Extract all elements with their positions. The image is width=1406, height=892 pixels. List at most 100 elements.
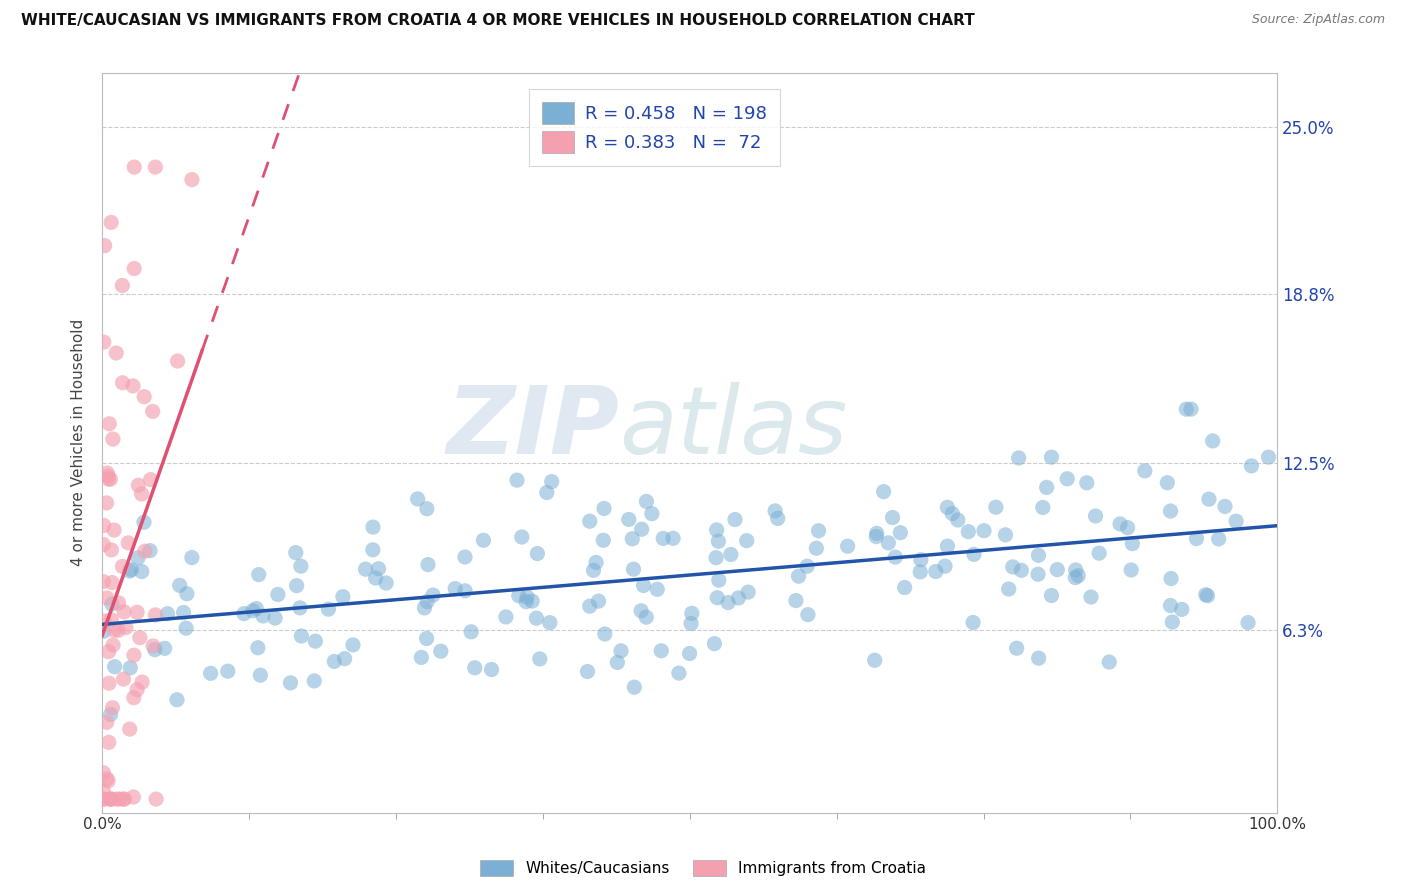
Point bbox=[100, 543, 122, 558]
Point bbox=[863, 653, 886, 667]
Point bbox=[364, 571, 387, 585]
Point bbox=[111, 376, 134, 390]
Point bbox=[132, 515, 155, 529]
Point bbox=[245, 601, 267, 615]
Point bbox=[524, 611, 547, 625]
Point bbox=[1032, 500, 1054, 515]
Point bbox=[865, 530, 887, 544]
Point bbox=[1098, 655, 1121, 669]
Point bbox=[1171, 602, 1194, 616]
Point bbox=[139, 473, 162, 487]
Point bbox=[139, 543, 162, 558]
Point bbox=[1008, 450, 1031, 465]
Point bbox=[706, 523, 728, 537]
Point bbox=[636, 494, 658, 508]
Point bbox=[464, 661, 486, 675]
Point bbox=[122, 379, 145, 393]
Point bbox=[1175, 402, 1198, 417]
Point bbox=[143, 160, 166, 174]
Point bbox=[1197, 589, 1219, 603]
Point bbox=[98, 417, 121, 431]
Point bbox=[131, 487, 153, 501]
Point bbox=[1213, 500, 1236, 514]
Point bbox=[200, 666, 222, 681]
Point bbox=[1001, 560, 1024, 574]
Point bbox=[93, 765, 115, 780]
Point bbox=[941, 507, 963, 521]
Point bbox=[529, 652, 551, 666]
Point bbox=[785, 593, 807, 607]
Point bbox=[97, 735, 120, 749]
Point bbox=[630, 604, 652, 618]
Point bbox=[97, 472, 120, 486]
Point bbox=[354, 562, 377, 576]
Point bbox=[98, 676, 121, 690]
Point bbox=[963, 547, 986, 561]
Point bbox=[807, 524, 830, 538]
Point bbox=[105, 346, 128, 360]
Point bbox=[93, 335, 115, 350]
Point bbox=[540, 475, 562, 489]
Point bbox=[176, 587, 198, 601]
Point bbox=[1237, 615, 1260, 630]
Point bbox=[610, 644, 633, 658]
Point bbox=[127, 550, 149, 565]
Point bbox=[252, 609, 274, 624]
Point bbox=[707, 534, 730, 549]
Point bbox=[105, 792, 128, 806]
Point bbox=[153, 641, 176, 656]
Legend: Whites/Caucasians, Immigrants from Croatia: Whites/Caucasians, Immigrants from Croat… bbox=[474, 855, 932, 882]
Point bbox=[120, 661, 142, 675]
Point bbox=[134, 390, 156, 404]
Point bbox=[233, 607, 256, 621]
Point bbox=[578, 514, 600, 528]
Point bbox=[406, 491, 429, 506]
Point bbox=[806, 541, 828, 556]
Point bbox=[1240, 458, 1263, 473]
Point bbox=[582, 563, 605, 577]
Point bbox=[526, 547, 548, 561]
Point bbox=[156, 607, 179, 621]
Point bbox=[145, 792, 167, 806]
Point bbox=[520, 594, 543, 608]
Point bbox=[1121, 536, 1143, 550]
Point bbox=[1161, 615, 1184, 629]
Point bbox=[623, 562, 645, 576]
Point bbox=[962, 615, 984, 630]
Point bbox=[111, 278, 134, 293]
Point bbox=[1225, 514, 1247, 528]
Point bbox=[332, 590, 354, 604]
Point bbox=[1040, 589, 1063, 603]
Point bbox=[936, 539, 959, 553]
Point bbox=[121, 563, 143, 577]
Point bbox=[1035, 480, 1057, 494]
Point bbox=[889, 525, 911, 540]
Point bbox=[413, 601, 436, 615]
Point bbox=[242, 604, 264, 618]
Point bbox=[1208, 532, 1230, 546]
Point bbox=[430, 644, 453, 658]
Point bbox=[249, 668, 271, 682]
Point bbox=[118, 564, 141, 578]
Point bbox=[103, 523, 125, 537]
Point bbox=[495, 610, 517, 624]
Point bbox=[122, 261, 145, 276]
Point bbox=[630, 522, 652, 536]
Point bbox=[100, 215, 122, 229]
Point bbox=[117, 536, 139, 550]
Point bbox=[127, 605, 149, 619]
Point bbox=[1185, 532, 1208, 546]
Point bbox=[285, 579, 308, 593]
Point bbox=[1064, 570, 1087, 584]
Point bbox=[1180, 402, 1202, 417]
Point bbox=[107, 596, 129, 610]
Y-axis label: 4 or more Vehicles in Household: 4 or more Vehicles in Household bbox=[72, 319, 86, 566]
Point bbox=[1195, 588, 1218, 602]
Point bbox=[100, 472, 122, 486]
Point bbox=[97, 774, 120, 789]
Point bbox=[1076, 475, 1098, 490]
Point bbox=[957, 524, 980, 539]
Point bbox=[1026, 567, 1049, 582]
Point bbox=[166, 354, 188, 368]
Point bbox=[93, 792, 115, 806]
